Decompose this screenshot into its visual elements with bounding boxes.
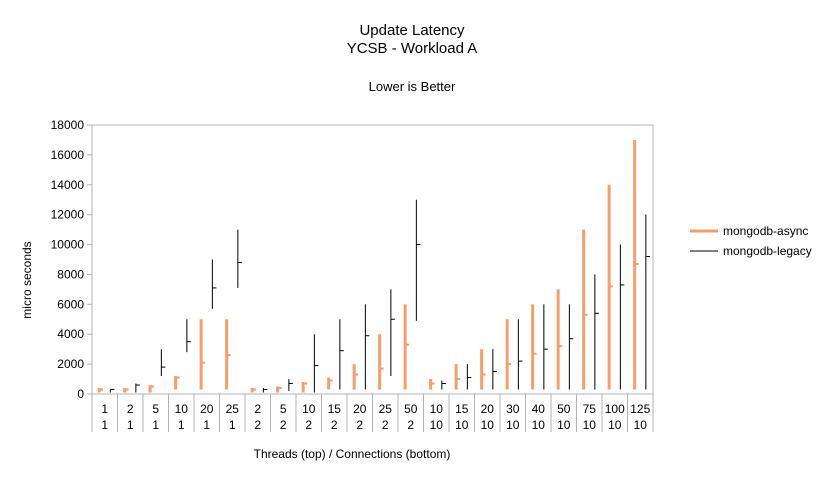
x-tick-label-threads: 25	[226, 402, 240, 416]
x-tick-label-connections: 10	[506, 418, 520, 432]
x-tick-label-threads: 10	[302, 402, 316, 416]
x-tick-label-connections: 2	[382, 418, 389, 432]
x-tick-label-threads: 100	[605, 402, 625, 416]
y-tick-label: 16000	[51, 148, 85, 162]
x-tick-label-threads: 10	[430, 402, 444, 416]
x-tick-label-connections: 10	[532, 418, 546, 432]
x-tick-label-connections: 10	[430, 418, 444, 432]
x-tick-label-threads: 10	[175, 402, 189, 416]
y-tick-label: 10000	[51, 238, 85, 252]
x-tick-label-threads: 20	[481, 402, 495, 416]
x-tick-label-connections: 1	[152, 418, 159, 432]
x-tick-label-threads: 20	[200, 402, 214, 416]
x-tick-label-threads: 2	[254, 402, 261, 416]
x-tick-label-threads: 125	[630, 402, 650, 416]
x-tick-label-threads: 25	[379, 402, 393, 416]
x-tick-label-connections: 2	[331, 418, 338, 432]
x-tick-label-connections: 2	[356, 418, 363, 432]
x-tick-label-threads: 50	[404, 402, 418, 416]
x-tick-label-connections: 2	[305, 418, 312, 432]
chart-note: Lower is Better	[369, 79, 456, 94]
y-axis: 0 2000 4000 6000 8000 10000 12000 14000 16000 180…	[51, 118, 92, 401]
series-marks	[97, 139, 650, 393]
y-tick-label: 6000	[57, 297, 84, 311]
y-tick-label: 12000	[51, 208, 85, 222]
x-tick-label-connections: 1	[101, 418, 108, 432]
y-tick-label: 0	[77, 387, 84, 401]
y-tick-label: 18000	[51, 118, 85, 132]
y-tick-label: 14000	[51, 178, 85, 192]
x-tick-label-connections: 10	[634, 418, 648, 432]
x-tick-label-threads: 40	[532, 402, 546, 416]
x-tick-label-threads: 2	[127, 402, 134, 416]
x-tick-label-connections: 1	[178, 418, 185, 432]
y-tick-label: 2000	[57, 357, 84, 371]
x-tick-label-threads: 30	[506, 402, 520, 416]
x-tick-label-connections: 2	[254, 418, 261, 432]
x-tick-label-connections: 2	[407, 418, 414, 432]
legend-label-legacy: mongodb-legacy	[723, 244, 812, 258]
x-tick-label-threads: 20	[353, 402, 367, 416]
x-tick-label-connections: 1	[229, 418, 236, 432]
x-tick-label-connections: 10	[608, 418, 622, 432]
x-tick-label-threads: 15	[328, 402, 342, 416]
x-tick-label-threads: 15	[455, 402, 469, 416]
x-axis-label: Threads (top) / Connections (bottom)	[254, 447, 451, 461]
x-tick-label-connections: 2	[280, 418, 287, 432]
x-tick-label-connections: 10	[557, 418, 571, 432]
legend-label-async: mongodb-async	[723, 224, 808, 238]
x-tick-label-connections: 1	[203, 418, 210, 432]
x-tick-label-connections: 10	[455, 418, 469, 432]
x-tick-label-threads: 5	[280, 402, 287, 416]
x-tick-label-connections: 10	[481, 418, 495, 432]
x-tick-label-threads: 5	[152, 402, 159, 416]
x-tick-label-threads: 75	[583, 402, 597, 416]
x-axis: 1121511012012512252102152202252502101015…	[91, 394, 654, 432]
x-tick-label-connections: 1	[127, 418, 134, 432]
x-tick-label-connections: 10	[583, 418, 597, 432]
y-tick-label: 4000	[57, 327, 84, 341]
y-tick-label: 8000	[57, 267, 84, 281]
y-axis-label: micro seconds	[20, 241, 34, 318]
plot-area	[91, 124, 654, 395]
x-tick-label-threads: 50	[557, 402, 571, 416]
legend: mongodb-async mongodb-legacy	[690, 224, 812, 258]
chart-title: Update Latency	[359, 22, 465, 39]
x-tick-label-threads: 1	[101, 402, 108, 416]
chart-subtitle: YCSB - Workload A	[347, 40, 478, 57]
